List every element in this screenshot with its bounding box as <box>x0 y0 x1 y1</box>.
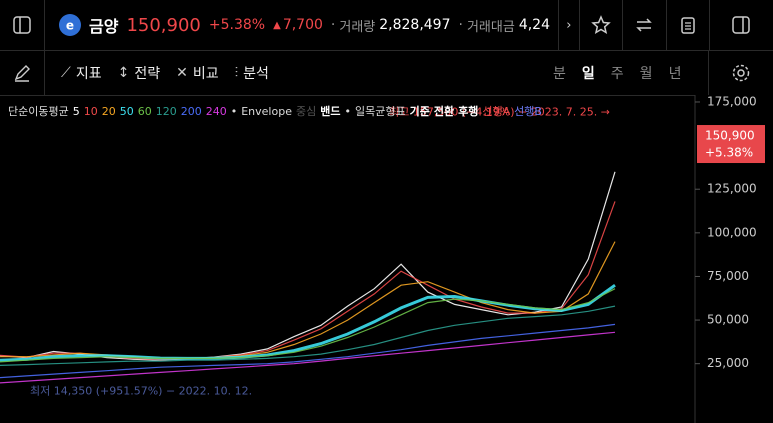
period-button[interactable]: 일 <box>581 66 595 82</box>
period-button[interactable]: 주 <box>610 66 624 82</box>
amount-label: 거래대금 <box>466 19 515 35</box>
tool-list: ⟋ 지표 ↕ 전략 ✕ 비교 ⫶ 분석 <box>45 63 269 83</box>
tool-button[interactable]: ⟋ 지표 <box>61 63 102 83</box>
separator: · <box>330 17 336 33</box>
memo-button[interactable] <box>667 0 710 50</box>
legend-label: 단순이동평균 <box>8 105 69 118</box>
change: 7,700 <box>282 17 323 33</box>
amount: 4,24 <box>518 17 550 33</box>
last-change: +5.38% <box>705 146 753 160</box>
ma-line <box>0 305 616 366</box>
ma-line <box>0 201 616 361</box>
y-tick-label: 75,000 <box>707 269 749 283</box>
legend-item: 60 <box>137 105 152 118</box>
y-tick-label: 125,000 <box>707 182 757 196</box>
ma-line <box>0 331 616 384</box>
last-price-tag <box>697 125 765 164</box>
volume-label: 거래량 <box>339 19 376 35</box>
legend-item: 중심 <box>295 105 317 118</box>
icon <box>14 65 30 82</box>
y-tick-label: 175,000 <box>707 95 757 108</box>
y-tick-label: 25,000 <box>707 356 749 370</box>
legend-item: 200 <box>180 105 202 118</box>
indicator-legend: 단순이동평균 5 10 20 50 60 120 200 240 • Envelope 중심 밴드 • 일목… <box>8 103 546 119</box>
settings-button[interactable] <box>708 51 773 95</box>
last-price: 150,900 <box>705 129 755 143</box>
stock-name: 금양 <box>89 17 119 36</box>
tool-icon: ⟋ <box>61 65 71 81</box>
legend-item: 120 <box>155 105 177 118</box>
icon <box>680 17 695 34</box>
ma-line <box>0 283 616 362</box>
separator: • <box>344 105 351 118</box>
tool-label: 비교 <box>192 66 219 82</box>
header-actions: › <box>558 0 773 50</box>
tool-icon: ↕ <box>117 65 130 81</box>
icon <box>591 15 611 35</box>
period-button[interactable]: 년 <box>668 66 682 82</box>
tool-label: 지표 <box>75 66 102 82</box>
y-tick-label: 100,000 <box>707 225 757 239</box>
legend-item: 20 <box>101 105 116 118</box>
draw-button[interactable] <box>0 51 45 95</box>
tool-button[interactable]: ✕ 비교 <box>176 63 219 83</box>
legend-item: 5 <box>72 105 80 118</box>
legend-item: 전환 <box>433 105 455 118</box>
high-annotation: 최고 157,500 (−4.19%) − 2023. 7. 25. → <box>389 106 610 119</box>
price: 150,900 <box>126 14 201 36</box>
legend-item: 선행A <box>482 105 511 118</box>
chart: 25,000 50,000 75,000 100,000 125,000 175,000 최… <box>0 95 773 423</box>
icon <box>732 16 751 34</box>
stock-logo: e <box>59 14 81 36</box>
tool-icon: ⫶ <box>234 65 239 81</box>
separator: • <box>230 105 238 118</box>
swap-button[interactable] <box>623 0 667 50</box>
legend-item: 240 <box>205 105 227 118</box>
period-button[interactable]: 분 <box>553 66 566 82</box>
favorite-button[interactable] <box>580 0 624 50</box>
low-annotation: 최저 14,350 (+951.57%) − 2022. 10. 12. <box>30 384 252 397</box>
ma-line <box>0 171 616 361</box>
scroll-right[interactable]: › <box>558 0 580 50</box>
icon <box>732 64 750 82</box>
legend-label: 일목균형표 <box>354 105 406 118</box>
y-tick-label: 50,000 <box>707 313 749 327</box>
legend-item: 10 <box>83 105 98 118</box>
ma-line <box>0 288 616 363</box>
header-bar: e 금양 150,900 +5.38% ▲ 7,700 · 거래량 2,828,… <box>0 0 773 51</box>
panel-button[interactable] <box>710 0 773 50</box>
legend-item: 후행 <box>458 105 479 118</box>
period-button[interactable]: 월 <box>639 66 653 82</box>
change-pct: +5.38% <box>208 17 266 33</box>
tool-label: 분석 <box>243 66 269 82</box>
layout-button[interactable] <box>0 0 45 50</box>
icon <box>13 16 31 34</box>
legend-item: 선행B <box>514 105 542 118</box>
legend-label: Envelope <box>241 105 292 118</box>
legend-item: 50 <box>119 105 134 118</box>
tool-icon: ✕ <box>176 65 188 81</box>
tool-button[interactable]: ↕ 전략 <box>118 63 161 83</box>
legend-item: 기준 <box>409 105 430 118</box>
tool-label: 전략 <box>134 66 161 82</box>
ma-line <box>0 323 616 379</box>
up-arrow: ▲ <box>273 19 281 31</box>
legend-item: 밴드 <box>320 105 341 118</box>
separator: · <box>458 17 463 33</box>
tool-button[interactable]: ⫶ 분석 <box>235 63 269 83</box>
volume: 2,828,497 <box>379 17 451 33</box>
svg-text:e: e <box>66 19 74 33</box>
icon <box>636 18 653 32</box>
